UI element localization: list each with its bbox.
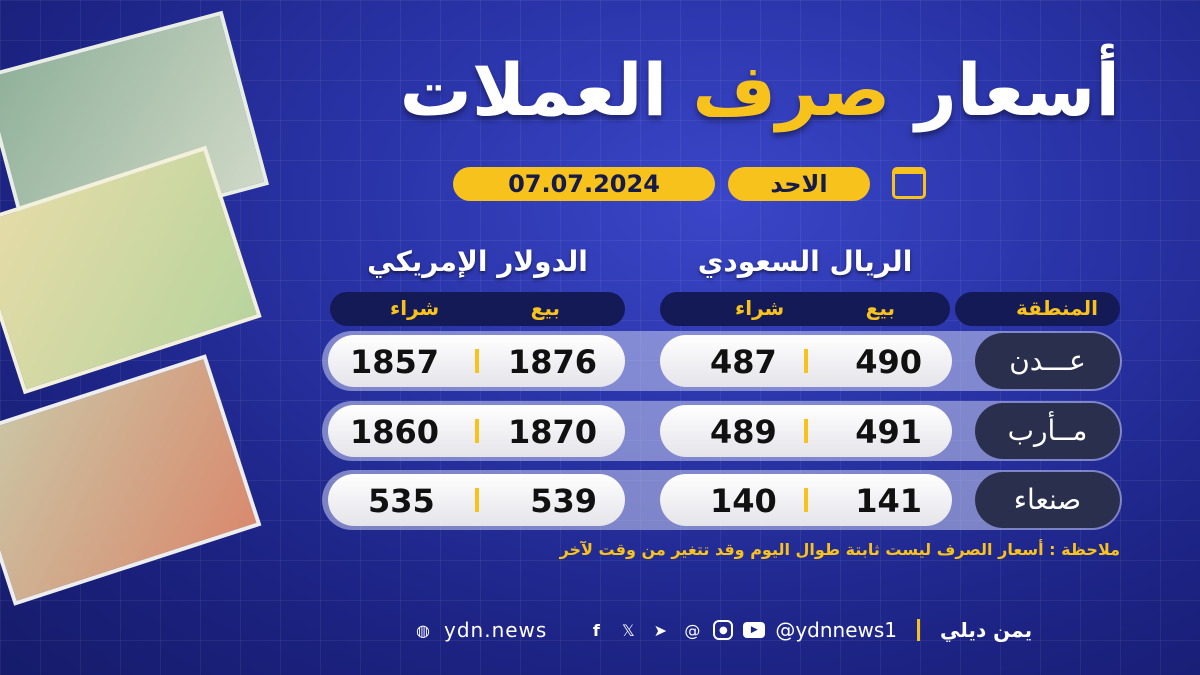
sar-sell-value: 490 bbox=[855, 343, 922, 381]
instagram-icon[interactable]: ● bbox=[713, 620, 734, 640]
x-icon[interactable]: 𝕏 bbox=[621, 620, 635, 640]
youtube-icon[interactable]: ▶ bbox=[743, 622, 766, 638]
page-title: أسعار صرف العملات bbox=[400, 48, 1120, 132]
usd-buy-value: 1860 bbox=[350, 413, 440, 451]
separator bbox=[804, 488, 808, 512]
usd-values: 539 535 bbox=[328, 474, 625, 526]
region-name: مــأرب bbox=[975, 403, 1120, 459]
sar-buy-value: 140 bbox=[710, 482, 777, 520]
telegram-icon[interactable]: ➤ bbox=[653, 620, 668, 640]
title-word: أسعار bbox=[915, 48, 1120, 132]
title-highlight: صرف bbox=[692, 48, 891, 132]
usd-values: 1876 1857 bbox=[328, 335, 625, 387]
separator bbox=[804, 419, 808, 443]
region-header-label: المنطقة bbox=[1016, 296, 1098, 320]
sar-values: 141 140 bbox=[660, 474, 952, 526]
date-badge: 07.07.2024 bbox=[453, 167, 715, 201]
separator bbox=[804, 349, 808, 373]
sar-heading: الريال السعودي bbox=[697, 245, 913, 278]
sar-sell-value: 491 bbox=[855, 413, 922, 451]
sar-buy-value: 487 bbox=[710, 343, 777, 381]
footer: ◍ ydn.news f 𝕏 ➤ @ ● ▶ @ydnnews1 يمن ديل… bbox=[412, 618, 1032, 642]
sar-sell-value: 141 bbox=[855, 482, 922, 520]
region-name: صنعاء bbox=[975, 472, 1120, 528]
website-link[interactable]: ydn.news bbox=[444, 618, 548, 642]
sar-values: 490 487 bbox=[660, 335, 952, 387]
sell-label: بيع bbox=[530, 296, 560, 320]
social-handle[interactable]: @ydnnews1 bbox=[775, 618, 898, 642]
buy-label: شراء bbox=[390, 296, 440, 320]
usd-sell-value: 1870 bbox=[507, 413, 597, 451]
title-word: العملات bbox=[399, 48, 668, 132]
region-header: المنطقة bbox=[955, 292, 1120, 326]
divider bbox=[917, 619, 921, 641]
sar-header: بيع شراء bbox=[660, 292, 950, 326]
sar-buy-value: 489 bbox=[710, 413, 777, 451]
usd-buy-value: 535 bbox=[368, 482, 435, 520]
usd-heading: الدولار الإمريكي bbox=[367, 245, 588, 278]
separator bbox=[474, 488, 479, 512]
disclaimer-note: ملاحظة : أسعار الصرف ليست ثابتة طوال الي… bbox=[559, 540, 1120, 559]
day-badge: الاحد bbox=[728, 167, 870, 201]
calendar-icon bbox=[892, 167, 926, 199]
sell-label: بيع bbox=[865, 296, 895, 320]
usd-buy-value: 1857 bbox=[350, 343, 440, 381]
sar-values: 491 489 bbox=[660, 405, 952, 457]
usd-sell-value: 1876 bbox=[507, 343, 597, 381]
region-name: عـــدن bbox=[975, 333, 1120, 389]
usd-header: بيع شراء bbox=[330, 292, 625, 326]
brand-logo: يمن ديلي bbox=[940, 618, 1033, 642]
usd-sell-value: 539 bbox=[530, 482, 597, 520]
usd-values: 1870 1860 bbox=[328, 405, 625, 457]
separator bbox=[474, 419, 479, 443]
facebook-icon[interactable]: f bbox=[592, 620, 600, 640]
separator bbox=[474, 349, 479, 373]
globe-icon: ◍ bbox=[416, 620, 430, 640]
threads-icon[interactable]: @ bbox=[684, 620, 701, 640]
buy-label: شراء bbox=[735, 296, 785, 320]
